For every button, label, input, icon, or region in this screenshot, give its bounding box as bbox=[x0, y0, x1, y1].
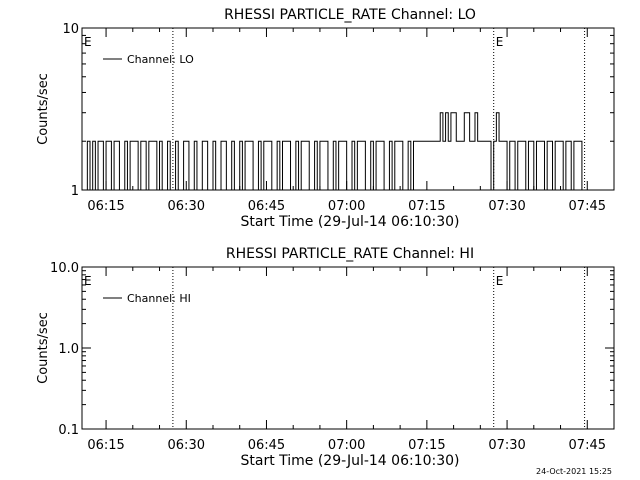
x-tick-label: 07:30 bbox=[488, 199, 525, 214]
x-tick-label: 07:00 bbox=[328, 438, 365, 453]
y-tick-label: 1.0 bbox=[58, 342, 79, 357]
x-tick-label: 07:30 bbox=[488, 438, 525, 453]
x-tick-label: 07:45 bbox=[569, 199, 606, 214]
x-tick-label: 07:45 bbox=[569, 438, 606, 453]
event-marker-label: E bbox=[84, 274, 92, 288]
chart-title: RHESSI PARTICLE_RATE Channel: LO bbox=[224, 7, 476, 23]
y-tick-label: 1 bbox=[71, 184, 79, 199]
x-tick-label: 07:15 bbox=[408, 199, 445, 214]
event-marker-label: E bbox=[496, 35, 504, 49]
y-tick-label: 10.0 bbox=[50, 261, 79, 276]
x-tick-label: 07:00 bbox=[328, 199, 365, 214]
x-tick-label: 06:15 bbox=[87, 199, 124, 214]
chart-panel-2: RHESSI PARTICLE_RATE Channel: HI 0.1 1.0 10… bbox=[36, 246, 615, 469]
y-tick-label: 0.1 bbox=[58, 423, 79, 438]
chart-panel-1: RHESSI PARTICLE_RATE Channel: LO 1 10 06:15… bbox=[36, 7, 615, 230]
legend-label: Channel: LO bbox=[127, 53, 194, 66]
x-tick-label: 06:45 bbox=[248, 438, 285, 453]
x-tick-label: 06:45 bbox=[248, 199, 285, 214]
x-axis-label: Start Time (29-Jul-14 06:10:30) bbox=[240, 453, 459, 469]
event-marker-label: E bbox=[496, 274, 504, 288]
series-line bbox=[84, 112, 585, 191]
chart-title: RHESSI PARTICLE_RATE Channel: HI bbox=[226, 246, 474, 262]
x-tick-label: 06:15 bbox=[87, 438, 124, 453]
y-tick-label: 10 bbox=[62, 22, 79, 37]
event-marker-label: E bbox=[84, 35, 92, 49]
y-axis-label: Counts/sec bbox=[36, 73, 51, 145]
x-tick-label: 07:15 bbox=[408, 438, 445, 453]
x-tick-label: 06:30 bbox=[168, 438, 205, 453]
x-tick-label: 06:30 bbox=[168, 199, 205, 214]
y-axis-label: Counts/sec bbox=[36, 312, 51, 384]
x-axis-label: Start Time (29-Jul-14 06:10:30) bbox=[240, 214, 459, 230]
legend-label: Channel: HI bbox=[127, 292, 191, 305]
footer-timestamp: 24-Oct-2021 15:25 bbox=[536, 467, 612, 476]
